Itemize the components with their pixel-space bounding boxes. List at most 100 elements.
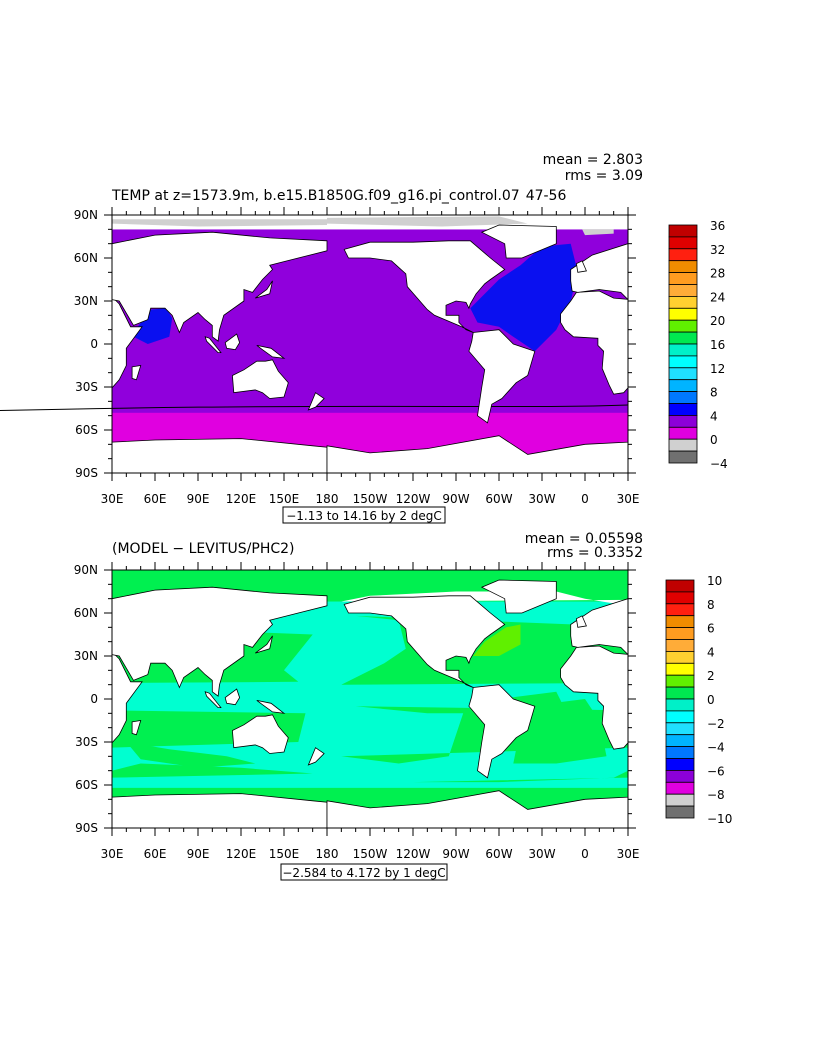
landmass-madagascar	[131, 720, 142, 736]
colorbar-box	[665, 651, 695, 664]
landmass-uk	[60, 261, 70, 272]
landmass-madagascar	[648, 366, 657, 380]
indian-ocean-positive-field	[126, 742, 256, 768]
southern-band-field	[413, 770, 628, 783]
map-area	[0, 562, 804, 836]
x-tick-label: 150W	[353, 847, 388, 861]
colorbar-box	[668, 224, 698, 238]
landmass-borneo	[741, 689, 755, 705]
landmass-samerica	[0, 685, 19, 778]
colorbar-box	[665, 770, 695, 783]
x-tick-label: 150E	[269, 492, 300, 506]
landmass-australia	[748, 715, 804, 754]
landmass-samerica	[468, 329, 536, 424]
landmass-australia	[231, 359, 289, 399]
x-tick-labels: 30E 60E 90E 120E 150E 180 150W 120W 90W 60W 30W 0 30…	[101, 847, 640, 861]
north-atlantic-field	[470, 243, 578, 352]
landmass-antarctica	[112, 438, 328, 473]
difference-map-panel: (MODEL − LEVITUS/PHC2) mean = 0.05598 rm…	[0, 531, 804, 881]
colorbar-box	[668, 284, 698, 297]
x-tick-label: 0	[581, 847, 589, 861]
colorbar-label: 8	[710, 386, 718, 400]
colorbar-label: 0	[710, 433, 718, 447]
colorbar-box	[665, 603, 695, 617]
landmass-eurasia	[112, 231, 328, 342]
arabian-sea-field	[133, 308, 173, 344]
map-title-suffix: 47-56	[526, 188, 567, 204]
colorbar-box	[668, 295, 698, 309]
x-tick-label: 60E	[144, 847, 167, 861]
colorbar-box	[668, 272, 698, 285]
colorbar-box	[668, 343, 698, 357]
colorbar-box	[665, 662, 695, 676]
colorbar-box	[668, 414, 698, 428]
x-tick-label: 30W	[528, 492, 555, 506]
colorbar: 10 8 6 4 2 0 −2 −4 −6 −8 −10	[665, 574, 732, 826]
colorbar-label: 0	[707, 693, 715, 707]
x-tick-label: 90W	[442, 847, 469, 861]
colorbar-box	[665, 579, 695, 593]
y-tick-label: 30N	[74, 294, 98, 308]
landmass-antarctica	[326, 435, 628, 473]
landmass-sumatra	[721, 692, 737, 708]
colorbar-box	[665, 722, 695, 736]
colorbar-label: −8	[707, 788, 725, 802]
landmass-sumatra	[204, 336, 222, 353]
map-area	[0, 207, 804, 481]
colorbar-box	[665, 674, 695, 688]
rms-label: rms = 3.09	[565, 168, 643, 184]
y-tick-label: 30S	[75, 380, 98, 394]
landmass-africa	[112, 298, 143, 389]
landmass-antarctica	[326, 790, 628, 828]
contour-line	[0, 404, 629, 411]
x-tick-label: 60W	[485, 492, 512, 506]
colorbar-box	[665, 746, 695, 759]
x-tick-label: 60E	[144, 492, 167, 506]
y-tick-label: 90N	[74, 563, 98, 577]
colorbar-box	[668, 319, 698, 333]
y-tick-label: 60N	[74, 251, 98, 265]
colorbar-box	[668, 379, 698, 393]
x-tick-label: 120E	[226, 847, 257, 861]
arctic-field	[66, 229, 98, 235]
colorbar-label: 6	[707, 622, 715, 636]
colorbar-label: 20	[710, 314, 725, 328]
landmass-borneo	[224, 688, 241, 706]
rms-label: rms = 0.3352	[547, 545, 643, 561]
colorbar-box	[665, 710, 695, 724]
colorbar-box	[668, 391, 698, 404]
colorbar-label: −10	[707, 812, 732, 826]
colorbar-label: 24	[710, 290, 725, 304]
colorbar-box	[668, 438, 698, 452]
y-tick-label: 60S	[75, 778, 98, 792]
colorbar-label: −4	[707, 741, 725, 755]
landmass-japan	[255, 635, 273, 654]
landmass-greenland	[0, 225, 40, 258]
x-tick-label: 30E	[101, 847, 124, 861]
colorbar-box	[668, 248, 698, 262]
north-atlantic-field	[0, 625, 5, 657]
landmass-japan	[771, 636, 788, 653]
mean-label: mean = 0.05598	[525, 531, 643, 547]
colorbar-box	[668, 450, 698, 464]
x-tick-label: 30E	[617, 492, 640, 506]
colorbar-box	[668, 307, 698, 321]
landmass-africa	[560, 290, 628, 395]
x-tick-label: 30E	[617, 847, 640, 861]
landmass-africa	[560, 645, 628, 750]
landmass-borneo	[224, 333, 241, 351]
landmass-japan	[771, 281, 788, 298]
info-label: −2.584 to 4.172 by 1 degC	[282, 866, 445, 880]
x-tick-label: 0	[581, 492, 589, 506]
landmass-uk	[575, 615, 587, 628]
landmass-greenland	[480, 579, 557, 614]
colorbar-box	[668, 355, 698, 369]
colorbar-label: 36	[710, 219, 725, 233]
y-tick-label: 30S	[75, 735, 98, 749]
colorbar-box	[665, 627, 695, 640]
x-tick-label: 150W	[353, 492, 388, 506]
landmass-australia	[748, 360, 804, 399]
y-tick-label: 90S	[75, 466, 98, 480]
landmass-greenland	[480, 224, 557, 259]
